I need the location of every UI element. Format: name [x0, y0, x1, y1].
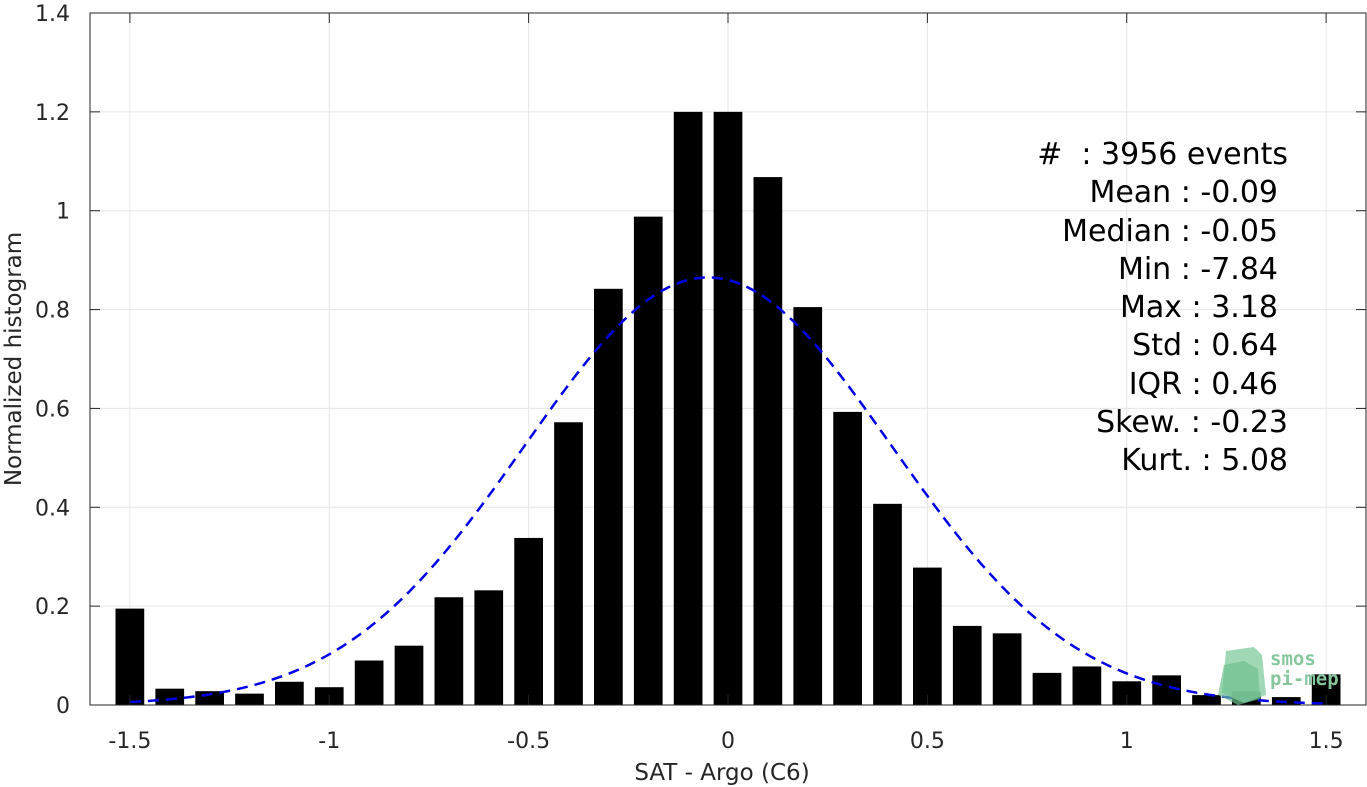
histogram-bar	[354, 660, 384, 705]
histogram-bar	[514, 537, 543, 705]
y-tick-label: 1.4	[35, 2, 70, 27]
histogram-bar	[1032, 672, 1062, 705]
x-tick-label: -1	[318, 729, 340, 754]
histogram-bar	[594, 288, 623, 705]
stat-iqr: IQR : 0.46	[1128, 366, 1278, 402]
histogram-bar	[753, 177, 783, 706]
y-tick-label: 0.8	[35, 299, 70, 324]
stat-min: Min : -7.84	[1117, 251, 1278, 287]
histogram-bar	[793, 307, 823, 705]
x-axis-label: SAT - Argo (C6)	[634, 760, 809, 786]
histogram-bar	[155, 688, 185, 705]
x-tick-label: 0	[721, 729, 735, 754]
stat-kurt: Kurt. : 5.08	[1121, 443, 1288, 479]
histogram-bar	[833, 411, 862, 705]
stat-skew: Skew. : -0.23	[1096, 405, 1288, 441]
histogram-bar	[1072, 666, 1102, 705]
histogram-bar	[1112, 681, 1142, 705]
y-tick-label: 0	[56, 694, 70, 719]
histogram-bar	[1152, 675, 1181, 705]
stat-mean: Mean : -0.09	[1089, 175, 1278, 211]
statistics-box: # : 3956 events Mean : -0.09 Median : -0…	[1037, 136, 1288, 481]
histogram-bar	[673, 111, 703, 706]
histogram-bar	[394, 645, 424, 705]
histogram-bar	[913, 567, 942, 705]
y-tick-label: 1	[56, 200, 70, 225]
x-tick-label: -0.5	[507, 729, 550, 754]
histogram-bar	[992, 633, 1022, 705]
ticks: -1.5 -1 -0.5 0 0.5 1 1.5 0 0.2 0.4 0.6 0.8 1 1.2 1.4	[35, 2, 1366, 754]
histogram-bar	[554, 422, 583, 705]
x-tick-label: 0.5	[910, 729, 945, 754]
stat-max: Max : 3.18	[1120, 290, 1278, 326]
smos-pimep-logo: smos pi-mep	[1214, 645, 1354, 705]
y-tick-label: 0.6	[35, 397, 70, 422]
histogram-bar	[1192, 695, 1221, 705]
gaussian-fit-curve	[129, 276, 1327, 705]
y-tick-label: 0.2	[35, 595, 70, 620]
logo-text-pimep: pi-mep	[1270, 668, 1339, 690]
x-tick-label: 1	[1120, 729, 1134, 754]
stat-std: Std : 0.64	[1132, 328, 1278, 364]
y-tick-label: 1.2	[35, 101, 70, 126]
x-tick-label: 1.5	[1309, 729, 1344, 754]
bars	[115, 111, 1341, 706]
histogram-bar	[952, 625, 982, 705]
y-tick-label: 0.4	[35, 496, 70, 521]
logo-icon	[1218, 647, 1266, 705]
histogram-bar	[275, 681, 304, 705]
histogram-bar	[235, 693, 264, 705]
histogram-bar	[115, 608, 145, 705]
stat-events: # : 3956 events	[1037, 137, 1288, 172]
stat-median: Median : -0.05	[1062, 213, 1278, 249]
histogram-bar	[434, 597, 464, 705]
logo-text-smos: smos	[1270, 648, 1316, 670]
histogram-bar	[633, 216, 663, 705]
y-axis-label: Normalized histogram	[1, 232, 27, 486]
histogram-bar	[474, 590, 504, 705]
x-tick-label: -1.5	[108, 729, 151, 754]
histogram-bar	[873, 503, 902, 705]
histogram-bar	[713, 111, 743, 706]
